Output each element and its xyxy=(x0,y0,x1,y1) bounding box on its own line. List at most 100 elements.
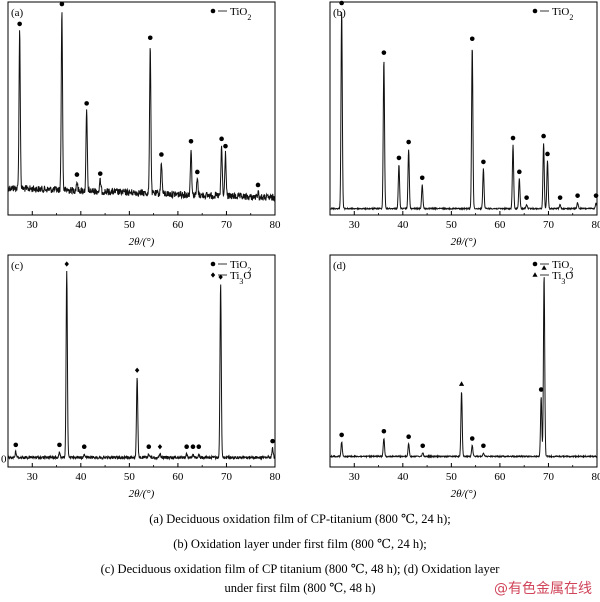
x-tick-label: 80 xyxy=(592,471,600,483)
peak-marker xyxy=(13,442,19,448)
x-axis-label: 2θ/(°) xyxy=(129,236,155,248)
peak-marker xyxy=(134,367,140,373)
plot-frame xyxy=(329,254,598,468)
peak-marker xyxy=(469,436,475,441)
caption-line-3: (c) Deciduous oxidation film of CP titan… xyxy=(100,562,500,576)
xrd-panel-a: 30 40 50 60 70 80 2θ/(°) (a) TiO2 xyxy=(7,1,282,248)
x-tick-label: 40 xyxy=(75,471,87,483)
legend-entry: TiO2 xyxy=(230,259,251,275)
x-tick-label: 70 xyxy=(221,471,233,483)
x-tick-label: 80 xyxy=(592,219,600,231)
peak-marker xyxy=(147,35,153,41)
xrd-pattern-line xyxy=(7,271,276,461)
xrd-panel-b: 30 40 50 60 70 80 2θ/(°) (b) TiO2 xyxy=(329,0,600,248)
legend-marker xyxy=(210,8,216,14)
legend-entry: TiO2 xyxy=(552,6,573,22)
panel-label: (a) xyxy=(11,7,24,19)
legend-entry: Ti3O xyxy=(552,270,573,286)
xrd-pattern-line xyxy=(329,277,598,459)
x-tick-label: 70 xyxy=(543,219,555,231)
x-tick-label: 30 xyxy=(349,471,361,483)
xrd-pattern-line xyxy=(329,12,598,212)
peak-marker xyxy=(396,155,402,161)
peak-marker xyxy=(381,428,387,434)
x-tick-label: 60 xyxy=(494,471,506,483)
peak-marker xyxy=(17,21,22,27)
peak-marker xyxy=(406,139,411,145)
peak-marker xyxy=(541,133,546,139)
x-tick-label: 30 xyxy=(27,471,39,483)
peak-marker xyxy=(97,171,103,176)
peak-marker xyxy=(339,0,344,6)
peak-marker xyxy=(218,274,223,280)
peak-marker xyxy=(575,193,580,198)
peak-marker xyxy=(59,1,65,7)
peak-marker xyxy=(190,444,196,450)
plot-frame xyxy=(329,1,598,216)
watermark: @有色金属在线 xyxy=(494,581,592,597)
x-tick-label: 40 xyxy=(75,219,87,231)
x-tick-label: 70 xyxy=(543,471,555,483)
x-axis-label: 2θ/(°) xyxy=(451,236,477,248)
caption-line-2: (b) Oxidation layer under first film (80… xyxy=(173,537,427,551)
peak-marker xyxy=(545,151,550,157)
x-tick-label: 80 xyxy=(270,219,282,231)
plot-frame xyxy=(7,254,276,468)
legend-marker xyxy=(532,261,538,267)
legend-entry: TiO2 xyxy=(230,6,251,22)
panel-label: (c) xyxy=(11,260,24,272)
peak-marker xyxy=(557,195,563,200)
peak-marker xyxy=(184,444,189,450)
legend-entry: Ti3O xyxy=(230,270,251,286)
legend-marker xyxy=(532,8,538,14)
peak-marker xyxy=(64,261,69,267)
peak-marker xyxy=(381,50,387,55)
peak-marker xyxy=(524,195,529,200)
legend-marker xyxy=(532,272,538,277)
peak-marker xyxy=(255,182,261,188)
panel-label: (b) xyxy=(333,7,346,19)
peak-marker xyxy=(339,432,344,438)
peak-marker xyxy=(458,381,465,386)
peak-marker xyxy=(196,444,202,450)
legend-marker xyxy=(210,261,216,267)
peak-marker xyxy=(74,172,80,177)
legend-entry: TiO2 xyxy=(552,259,573,275)
caption-line-1: (a) Deciduous oxidation film of CP-titan… xyxy=(149,512,451,526)
x-tick-label: 50 xyxy=(446,219,458,231)
peak-marker xyxy=(195,169,200,175)
peak-marker xyxy=(510,135,516,141)
x-axis-label: 2θ/(°) xyxy=(451,488,477,500)
x-tick-label: 50 xyxy=(124,219,136,231)
y-axis-label: 0 xyxy=(1,453,7,465)
peak-marker xyxy=(406,434,411,440)
xrd-pattern-line xyxy=(7,12,276,202)
x-tick-label: 60 xyxy=(172,219,184,231)
peak-marker xyxy=(219,136,224,142)
peak-marker xyxy=(157,444,163,450)
peak-marker xyxy=(57,442,62,448)
peak-marker xyxy=(538,387,544,392)
peak-marker xyxy=(517,169,522,175)
x-tick-label: 30 xyxy=(349,219,361,231)
peak-marker xyxy=(270,438,275,444)
peak-marker xyxy=(419,175,425,181)
peak-marker xyxy=(81,444,87,450)
x-tick-label: 50 xyxy=(446,471,458,483)
x-tick-label: 50 xyxy=(124,471,136,483)
peak-marker xyxy=(481,443,486,449)
peak-marker xyxy=(146,444,152,450)
peak-marker xyxy=(469,36,475,42)
peak-marker xyxy=(188,138,194,144)
x-tick-label: 60 xyxy=(172,471,184,483)
x-tick-label: 60 xyxy=(494,219,506,231)
peak-marker xyxy=(159,152,164,157)
legend-marker xyxy=(210,272,216,278)
panel-label: (d) xyxy=(333,260,346,272)
peak-marker xyxy=(481,159,486,165)
x-axis-label: 2θ/(°) xyxy=(129,488,155,500)
peak-marker xyxy=(84,101,89,106)
